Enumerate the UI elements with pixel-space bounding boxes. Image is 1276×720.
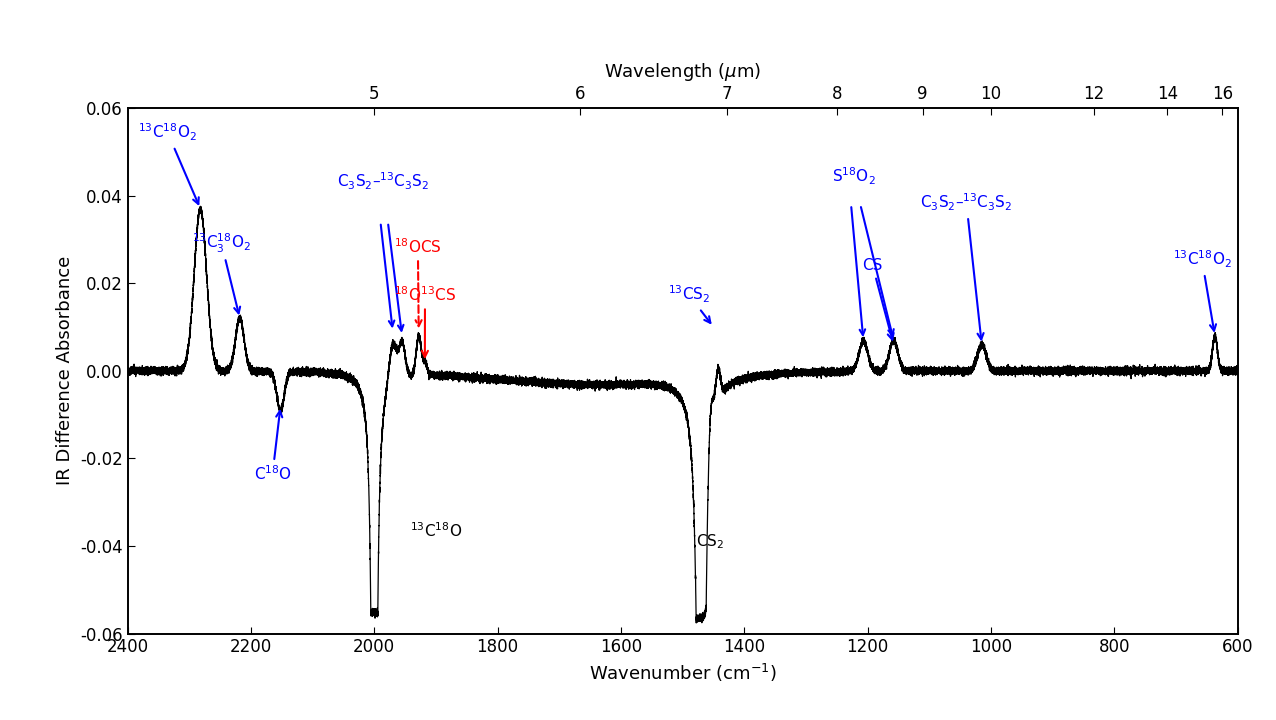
Y-axis label: IR Difference Absorbance: IR Difference Absorbance <box>56 256 74 485</box>
Text: C$_3$S$_2$–$^{13}$C$_3$S$_2$: C$_3$S$_2$–$^{13}$C$_3$S$_2$ <box>920 192 1013 339</box>
Text: $^{13}$CS$_2$: $^{13}$CS$_2$ <box>667 284 711 323</box>
Text: $^{18}$OCS: $^{18}$OCS <box>394 237 441 326</box>
Text: C$_3$S$_2$–$^{13}$C$_3$S$_2$: C$_3$S$_2$–$^{13}$C$_3$S$_2$ <box>337 170 430 192</box>
Text: $^{13}$C$^{18}$O: $^{13}$C$^{18}$O <box>410 521 462 540</box>
Text: $^{13}$C$^{18}$O$_2$: $^{13}$C$^{18}$O$_2$ <box>138 122 199 204</box>
X-axis label: Wavenumber (cm$^{-1}$): Wavenumber (cm$^{-1}$) <box>588 662 777 684</box>
Text: CS$_2$: CS$_2$ <box>697 532 725 551</box>
X-axis label: Wavelength ($\mu$m): Wavelength ($\mu$m) <box>604 60 762 83</box>
Text: $^{13}$C$^{18}$O$_2$: $^{13}$C$^{18}$O$_2$ <box>1173 249 1231 330</box>
Text: $^{13}$C$_3^{18}$O$_2$: $^{13}$C$_3^{18}$O$_2$ <box>191 231 251 313</box>
Text: C$^{18}$O: C$^{18}$O <box>254 411 291 483</box>
Text: S$^{18}$O$_2$: S$^{18}$O$_2$ <box>832 166 875 187</box>
Text: $^{18}$O$^{13}$CS: $^{18}$O$^{13}$CS <box>394 285 456 357</box>
Text: CS: CS <box>863 258 893 340</box>
